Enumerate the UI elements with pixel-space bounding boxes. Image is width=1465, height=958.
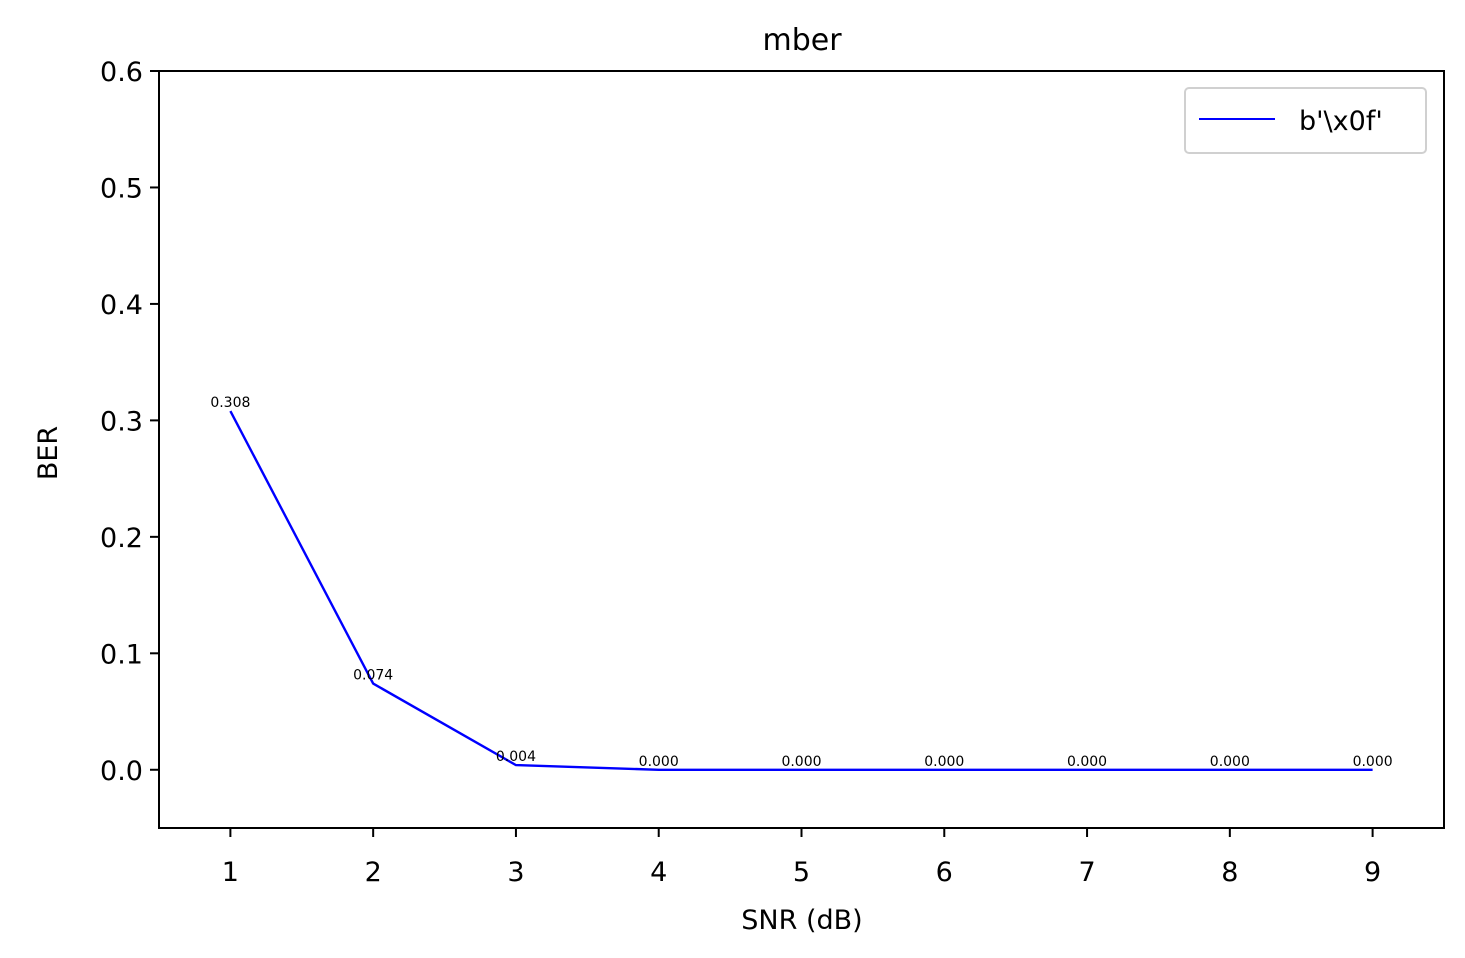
chart-title: mber (762, 23, 842, 58)
x-tick-label: 1 (222, 857, 239, 888)
data-label: 0.004 (496, 749, 536, 765)
y-tick-label: 0.0 (100, 756, 143, 787)
x-axis: 1 2 3 4 5 6 7 8 9 (222, 828, 1381, 888)
x-tick-label: 4 (650, 857, 667, 888)
data-label: 0.308 (210, 395, 250, 411)
y-tick-label: 0.5 (100, 173, 143, 204)
y-tick-label: 0.2 (100, 523, 143, 554)
legend-box (1184, 87, 1427, 154)
x-tick-label: 3 (507, 857, 524, 888)
data-label: 0.000 (1067, 754, 1107, 770)
x-axis-label: SNR (dB) (741, 905, 862, 936)
y-tick-label: 0.4 (100, 290, 143, 321)
data-label: 0.000 (1353, 754, 1393, 770)
legend-entry-label: b'\x0f' (1299, 106, 1383, 137)
data-label: 0.000 (781, 754, 821, 770)
legend: b'\x0f' (1184, 87, 1427, 154)
x-tick-label: 6 (936, 857, 953, 888)
data-label: 0.000 (924, 754, 964, 770)
x-tick-label: 2 (365, 857, 382, 888)
series-line (229, 410, 1373, 771)
x-tick-label: 9 (1364, 857, 1381, 888)
axes-frame (158, 70, 1445, 829)
data-label: 0.000 (1210, 754, 1250, 770)
x-tick-label: 5 (793, 857, 810, 888)
plot-area: 0.308 0.074 0.004 0.000 0.000 0.000 0.000 0.000… (210, 395, 1393, 771)
data-label: 0.000 (639, 754, 679, 770)
data-label: 0.074 (353, 668, 393, 684)
y-axis: 0.0 0.1 0.2 0.3 0.4 0.5 0.6 (100, 57, 159, 787)
y-axis-label: BER (33, 426, 64, 480)
y-tick-label: 0.3 (100, 406, 143, 437)
y-tick-label: 0.1 (100, 639, 143, 670)
y-tick-label: 0.6 (100, 57, 143, 88)
x-tick-label: 8 (1221, 857, 1238, 888)
x-tick-label: 7 (1078, 857, 1095, 888)
